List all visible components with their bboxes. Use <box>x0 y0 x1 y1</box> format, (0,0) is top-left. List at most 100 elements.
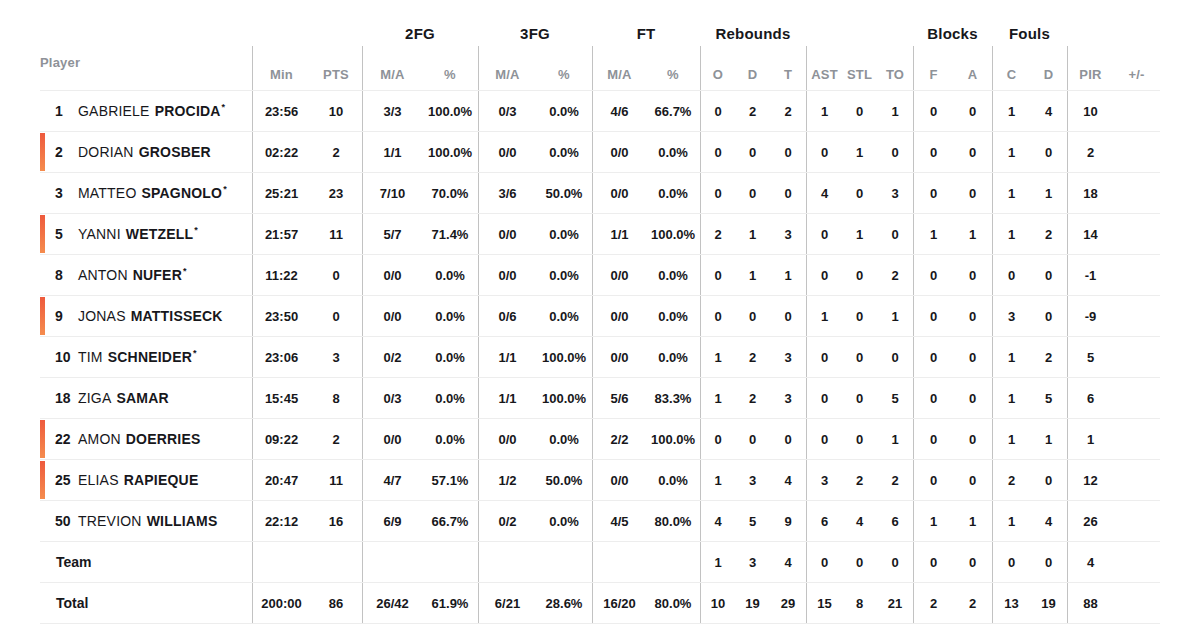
stat-fg2-ma: 0/3 <box>362 378 422 418</box>
stat-min: 23:06 <box>252 337 310 377</box>
stat-reb-o: 1 <box>700 378 735 418</box>
stat-plusminus <box>1113 296 1160 336</box>
stat-ast: 1 <box>806 91 842 131</box>
stat-fg3-pct: 100.0% <box>536 337 592 377</box>
stat-fg3-ma: 0/6 <box>478 296 536 336</box>
player-last-name: WETZELL <box>126 226 194 242</box>
stat-pir: 18 <box>1067 173 1113 213</box>
player-last-name: SCHNEIDER <box>108 349 192 365</box>
stat-blk-f: 0 <box>913 255 953 295</box>
stat-foul-d: 2 <box>1030 214 1067 254</box>
col-header-3fg-ma: M/A <box>478 46 536 90</box>
stat-fg3-ma: 1/1 <box>478 378 536 418</box>
stat-pts: 11 <box>310 214 362 254</box>
stat-stl: 0 <box>842 419 877 459</box>
stat-ft-pct <box>646 542 700 582</box>
stat-fg2-pct: 61.9% <box>422 583 478 623</box>
player-first-name: YANNI <box>78 226 121 242</box>
stat-ast: 1 <box>806 296 842 336</box>
stat-reb-t: 4 <box>770 542 806 582</box>
stat-pts: 23 <box>310 173 362 213</box>
stat-to: 3 <box>877 173 913 213</box>
stat-foul-d: 0 <box>1030 542 1067 582</box>
stat-blk-a: 0 <box>953 296 992 336</box>
player-number: 18 <box>40 378 78 418</box>
stat-ast: 0 <box>806 255 842 295</box>
on-court-indicator <box>40 215 45 253</box>
player-row: 5YANNIWETZELL*21:57115/771.4%0/00.0%1/11… <box>40 213 1160 254</box>
stat-blk-a: 0 <box>953 132 992 172</box>
stat-stl: 1 <box>842 214 877 254</box>
stat-blk-f: 0 <box>913 132 953 172</box>
stat-fg2-ma: 4/7 <box>362 460 422 500</box>
stat-stl: 0 <box>842 337 877 377</box>
stat-reb-d: 1 <box>735 214 770 254</box>
stat-fg3-ma: 0/3 <box>478 91 536 131</box>
stat-ast: 0 <box>806 542 842 582</box>
player-first-name: MATTEO <box>78 185 137 201</box>
player-row: 2DORIANGROSBER02:2221/1100.0%0/00.0%0/00… <box>40 131 1160 172</box>
stat-to: 0 <box>877 132 913 172</box>
stat-ft-pct: 0.0% <box>646 173 700 213</box>
stat-reb-d: 5 <box>735 501 770 541</box>
stat-pts: 11 <box>310 460 362 500</box>
stat-reb-t: 9 <box>770 501 806 541</box>
stat-foul-d: 2 <box>1030 337 1067 377</box>
row-label: Total <box>40 583 252 623</box>
stat-to: 1 <box>877 296 913 336</box>
player-first-name: AMON <box>78 431 121 447</box>
on-court-indicator <box>40 461 45 499</box>
stat-foul-d: 0 <box>1030 460 1067 500</box>
player-row: 10TIMSCHNEIDER*23:0630/20.0%1/1100.0%0/0… <box>40 336 1160 377</box>
stat-foul-c: 1 <box>992 501 1030 541</box>
stat-fg2-pct <box>422 542 478 582</box>
stat-fg2-ma: 7/10 <box>362 173 422 213</box>
col-header-2fg-pct: % <box>422 46 478 90</box>
stat-pts: 2 <box>310 419 362 459</box>
stat-pts: 2 <box>310 132 362 172</box>
stat-fg2-ma: 0/2 <box>362 337 422 377</box>
stat-blk-f: 0 <box>913 419 953 459</box>
player-number: 9 <box>40 296 78 336</box>
stat-reb-o: 1 <box>700 542 735 582</box>
stat-fg2-pct: 57.1% <box>422 460 478 500</box>
player-row: 9JONASMATTISSECK23:5000/00.0%0/60.0%0/00… <box>40 295 1160 336</box>
stat-blk-a: 0 <box>953 419 992 459</box>
stat-reb-t: 4 <box>770 460 806 500</box>
stat-plusminus <box>1113 173 1160 213</box>
stat-fg3-ma: 3/6 <box>478 173 536 213</box>
player-first-name: JONAS <box>78 308 126 324</box>
stat-min: 20:47 <box>252 460 310 500</box>
stat-foul-d: 0 <box>1030 296 1067 336</box>
stat-blk-a: 0 <box>953 542 992 582</box>
stat-to: 0 <box>877 214 913 254</box>
player-number: 10 <box>40 337 78 377</box>
stat-foul-d: 0 <box>1030 255 1067 295</box>
stat-reb-d: 3 <box>735 542 770 582</box>
stat-ft-pct: 80.0% <box>646 501 700 541</box>
player-first-name: ZIGA <box>78 390 111 406</box>
stat-foul-d: 1 <box>1030 173 1067 213</box>
stat-fg2-ma: 3/3 <box>362 91 422 131</box>
stat-foul-c: 1 <box>992 132 1030 172</box>
stat-stl: 0 <box>842 255 877 295</box>
stat-blk-a: 0 <box>953 255 992 295</box>
player-name: TIMSCHNEIDER* <box>78 337 252 377</box>
group-header-blocks: Blocks <box>913 25 992 46</box>
stat-fg2-pct: 100.0% <box>422 91 478 131</box>
stat-ft-ma: 2/2 <box>592 419 646 459</box>
stat-blk-f: 0 <box>913 378 953 418</box>
stat-ft-pct: 0.0% <box>646 132 700 172</box>
stat-plusminus <box>1113 460 1160 500</box>
stat-fg2-ma: 26/42 <box>362 583 422 623</box>
stat-fg3-pct: 0.0% <box>536 255 592 295</box>
stat-fg3-pct <box>536 542 592 582</box>
stat-reb-o: 0 <box>700 132 735 172</box>
stat-stl: 0 <box>842 91 877 131</box>
stat-plusminus <box>1113 337 1160 377</box>
stat-ft-ma: 4/5 <box>592 501 646 541</box>
stat-pts: 3 <box>310 337 362 377</box>
stat-ft-pct: 0.0% <box>646 337 700 377</box>
col-header-pts: PTS <box>310 46 362 90</box>
col-header-foul-d: D <box>1030 46 1067 90</box>
